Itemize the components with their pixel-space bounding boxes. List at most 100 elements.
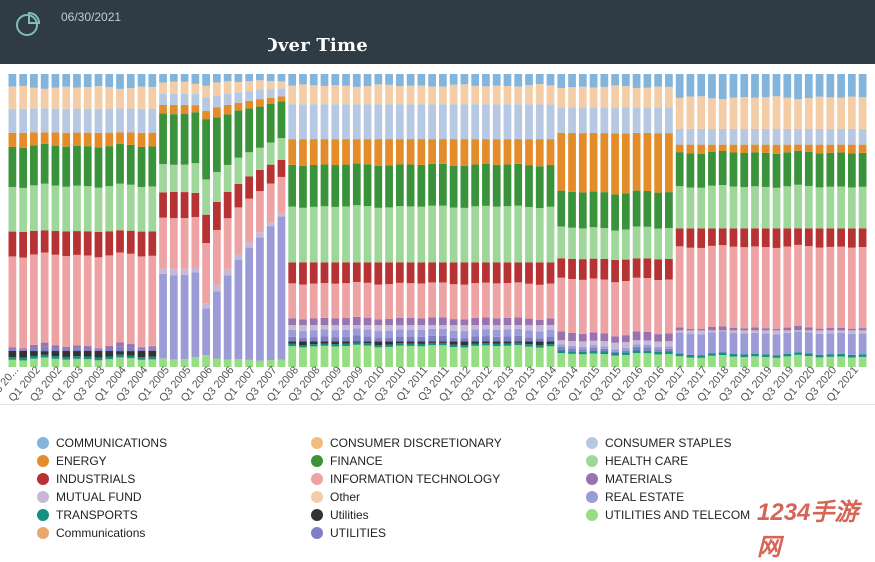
bar-segment[interactable]: [428, 205, 436, 263]
bar-segment[interactable]: [73, 87, 81, 109]
bar-segment[interactable]: [83, 231, 92, 256]
legend-item[interactable]: CONSUMER DISCRETIONARY: [311, 434, 502, 452]
bar-segment[interactable]: [535, 104, 544, 140]
bar-segment[interactable]: [320, 164, 329, 207]
bar-segment[interactable]: [557, 107, 566, 133]
bar-segment[interactable]: [30, 344, 38, 348]
bar-segment[interactable]: [525, 85, 533, 105]
bar-segment[interactable]: [395, 206, 404, 263]
bar-segment[interactable]: [783, 97, 792, 129]
bar-segment[interactable]: [73, 348, 81, 352]
bar-segment[interactable]: [256, 74, 264, 81]
bar-segment[interactable]: [363, 164, 372, 207]
bar-segment[interactable]: [277, 74, 286, 82]
bar-segment[interactable]: [105, 132, 114, 147]
bar-segment[interactable]: [514, 262, 523, 283]
bar-segment[interactable]: [51, 345, 60, 349]
bar-segment[interactable]: [535, 347, 544, 367]
bar-segment[interactable]: [471, 283, 480, 318]
bar-segment[interactable]: [772, 228, 781, 248]
bar-segment[interactable]: [632, 74, 641, 88]
bar-segment[interactable]: [665, 107, 673, 134]
bar-segment[interactable]: [406, 345, 415, 367]
bar-segment[interactable]: [708, 144, 716, 152]
bar-segment[interactable]: [73, 74, 81, 88]
bar-segment[interactable]: [374, 325, 383, 332]
bar-segment[interactable]: [83, 186, 92, 232]
bar-segment[interactable]: [299, 284, 307, 320]
bar-segment[interactable]: [363, 345, 372, 367]
bar-segment[interactable]: [148, 108, 157, 133]
bar-segment[interactable]: [783, 353, 792, 357]
bar-segment[interactable]: [708, 185, 716, 229]
bar-segment[interactable]: [51, 185, 60, 232]
bar-segment[interactable]: [557, 226, 566, 259]
bar-segment[interactable]: [525, 330, 533, 338]
bar-segment[interactable]: [826, 228, 835, 247]
bar-segment[interactable]: [578, 349, 587, 352]
bar-segment[interactable]: [761, 186, 770, 229]
bar-segment[interactable]: [729, 353, 738, 357]
bar-segment[interactable]: [148, 132, 157, 147]
bar-segment[interactable]: [686, 330, 695, 335]
bar-segment[interactable]: [19, 360, 28, 367]
bar-segment[interactable]: [62, 231, 71, 257]
bar-segment[interactable]: [352, 104, 361, 140]
bar-segment[interactable]: [525, 318, 533, 326]
bar-segment[interactable]: [439, 139, 447, 164]
bar-segment[interactable]: [804, 353, 813, 357]
legend-item[interactable]: REAL ESTATE: [586, 488, 684, 506]
bar-segment[interactable]: [148, 146, 157, 187]
bar-segment[interactable]: [299, 345, 307, 348]
bar-segment[interactable]: [395, 164, 404, 207]
bar-segment[interactable]: [395, 345, 404, 367]
bar-segment[interactable]: [320, 336, 329, 342]
bar-segment[interactable]: [460, 262, 469, 285]
bar-segment[interactable]: [751, 74, 759, 98]
bar-segment[interactable]: [299, 139, 307, 166]
bar-segment[interactable]: [482, 205, 490, 263]
bar-segment[interactable]: [212, 284, 221, 292]
bar-segment[interactable]: [385, 165, 393, 208]
bar-segment[interactable]: [772, 329, 781, 331]
bar-segment[interactable]: [73, 108, 81, 133]
bar-segment[interactable]: [439, 317, 447, 326]
bar-segment[interactable]: [740, 97, 749, 129]
bar-segment[interactable]: [169, 74, 178, 82]
bar-segment[interactable]: [320, 262, 329, 283]
bar-segment[interactable]: [105, 231, 114, 256]
bar-segment[interactable]: [837, 330, 845, 333]
bar-segment[interactable]: [589, 347, 598, 351]
bar-segment[interactable]: [406, 341, 415, 344]
bar-segment[interactable]: [837, 97, 845, 129]
bar-segment[interactable]: [492, 206, 501, 263]
bar-segment[interactable]: [557, 346, 566, 351]
bar-segment[interactable]: [385, 284, 393, 320]
bar-segment[interactable]: [460, 84, 469, 105]
bar-segment[interactable]: [202, 214, 210, 244]
bar-segment[interactable]: [62, 74, 71, 87]
bar-segment[interactable]: [621, 352, 630, 355]
bar-segment[interactable]: [482, 325, 490, 330]
bar-segment[interactable]: [826, 246, 835, 328]
bar-segment[interactable]: [643, 340, 652, 345]
bar-segment[interactable]: [83, 87, 92, 109]
bar-segment[interactable]: [492, 329, 501, 337]
bar-segment[interactable]: [697, 330, 706, 335]
bar-segment[interactable]: [546, 85, 555, 105]
bar-segment[interactable]: [417, 206, 426, 263]
bar-segment[interactable]: [342, 262, 350, 284]
bar-segment[interactable]: [62, 346, 71, 349]
bar-segment[interactable]: [600, 74, 609, 87]
bar-segment[interactable]: [578, 192, 587, 229]
bar-segment[interactable]: [352, 139, 361, 164]
bar-segment[interactable]: [309, 346, 318, 367]
bar-segment[interactable]: [245, 91, 254, 101]
bar-segment[interactable]: [740, 187, 749, 229]
bar-segment[interactable]: [847, 354, 856, 358]
bar-segment[interactable]: [417, 343, 426, 347]
bar-segment[interactable]: [675, 327, 684, 331]
bar-segment[interactable]: [482, 345, 490, 367]
bar-segment[interactable]: [621, 259, 630, 282]
bar-segment[interactable]: [654, 107, 663, 134]
